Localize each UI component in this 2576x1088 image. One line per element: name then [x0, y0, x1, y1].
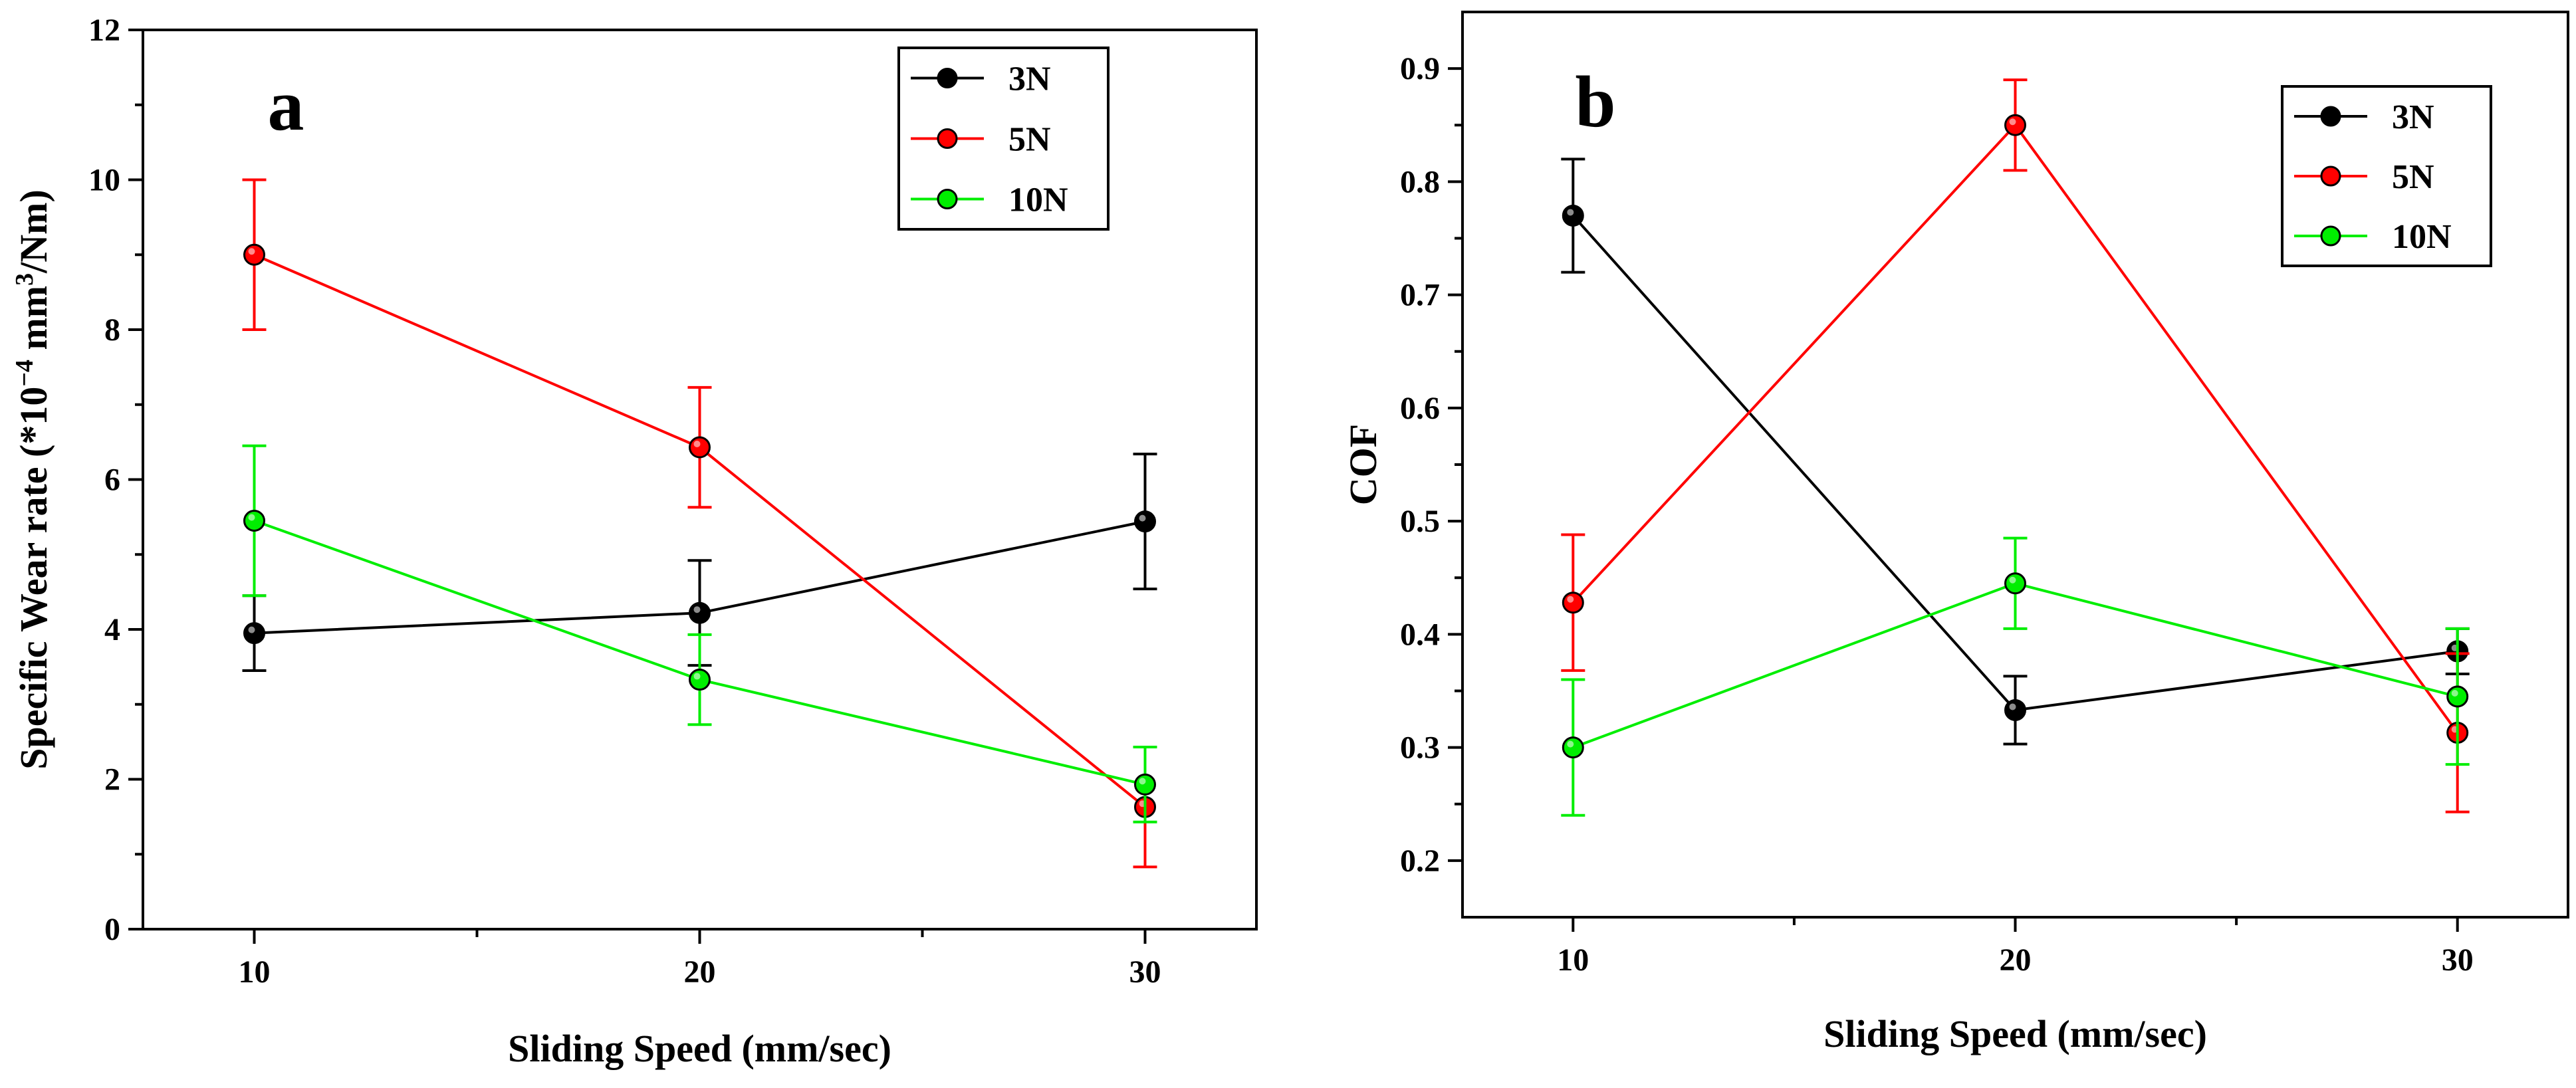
data-point-highlight	[693, 673, 701, 680]
data-point-highlight	[1567, 596, 1574, 603]
y-tick-label: 6	[104, 463, 120, 498]
legend-label: 5N	[2392, 158, 2434, 196]
data-point	[243, 510, 265, 532]
x-axis-label: Sliding Speed (mm/sec)	[1823, 1012, 2207, 1055]
y-tick-label: 0.7	[1400, 278, 1440, 313]
panel-letter: a	[268, 64, 304, 146]
x-tick-label: 10	[1557, 942, 1589, 978]
data-point	[1562, 592, 1584, 614]
series-3N	[242, 453, 1157, 673]
legend-marker	[2320, 225, 2341, 247]
data-point-highlight	[693, 441, 701, 448]
data-point	[1562, 204, 1584, 227]
data-point-highlight	[248, 514, 255, 521]
data-point-highlight	[2009, 703, 2016, 710]
y-axis-label: Specific Wear rate (*10−4 mm3/Nm)	[11, 189, 55, 770]
data-point	[243, 622, 265, 645]
data-point	[689, 436, 711, 459]
data-point-highlight	[2009, 118, 2016, 126]
x-tick-label: 20	[684, 954, 716, 990]
data-point	[243, 243, 265, 266]
panel-b: 10 20 30 0.2 0.3 0.4 0.5 0.6 0.7 0.8 0.9 Sliding Sp…	[1342, 11, 2569, 1055]
y-tick-label: 0.8	[1400, 164, 1440, 199]
legend-label: 3N	[1008, 60, 1051, 98]
y-axis-label-exp1: −4	[11, 360, 39, 387]
y-tick-label: 0.5	[1400, 504, 1440, 539]
data-point	[2004, 572, 2026, 595]
series-line	[1572, 215, 2458, 712]
x-tick-label: 10	[239, 954, 271, 990]
data-point	[689, 669, 711, 691]
data-point-highlight	[1139, 778, 1146, 785]
series-10N	[1561, 536, 2470, 817]
legend-label: 5N	[1008, 121, 1051, 159]
legend-marker	[937, 68, 958, 88]
y-axis-label-pre: Specific Wear rate (*10	[12, 387, 55, 770]
x-tick-label: 30	[2442, 942, 2474, 978]
y-tick-label: 0.6	[1400, 391, 1440, 426]
data-point-highlight	[1567, 209, 1574, 216]
data-point-highlight	[1567, 740, 1574, 748]
legend: 3N 5N 10N	[2281, 85, 2492, 267]
legend-label: 10N	[2392, 218, 2452, 256]
y-tick-label: 8	[104, 312, 120, 348]
legend-marker	[2320, 106, 2341, 127]
data-point-highlight	[1139, 514, 1146, 522]
y-tick-label: 0.2	[1400, 843, 1440, 879]
y-axis-label-mid: mm	[12, 286, 55, 360]
y-axis-label-post: /Nm)	[12, 189, 55, 274]
y-tick-label: 0.9	[1400, 51, 1440, 86]
data-point	[2004, 114, 2026, 136]
y-tick-label: 0	[104, 912, 120, 947]
data-point	[689, 601, 711, 624]
y-axis-label: COF	[1342, 424, 1385, 505]
y-tick-label: 0.3	[1400, 730, 1440, 766]
legend-marker	[2320, 165, 2341, 187]
x-tick-label: 30	[1129, 954, 1161, 990]
y-axis-label-exp2: 3	[11, 273, 39, 286]
legend-label: 3N	[2392, 98, 2434, 136]
x-tick-label: 20	[2000, 942, 2032, 978]
legend-label: 10N	[1008, 181, 1068, 219]
y-tick-label: 0.4	[1400, 617, 1440, 652]
legend-marker	[937, 189, 958, 209]
data-point	[1134, 510, 1156, 533]
legend-marker	[937, 128, 958, 149]
data-point-highlight	[248, 626, 255, 633]
data-point-highlight	[2451, 690, 2458, 697]
panel-a: 10 20 30 0 2 4 6 8 10 12 Sliding Speed (mm/sec) Spe…	[11, 13, 1258, 1070]
y-tick-label: 2	[104, 762, 120, 798]
series-5N	[242, 178, 1157, 869]
data-point	[1562, 736, 1584, 759]
series-10N	[242, 444, 1157, 823]
legend: 3N 5N 10N	[897, 47, 1110, 231]
data-point-highlight	[693, 606, 701, 613]
data-point	[2446, 685, 2469, 708]
data-point	[2004, 699, 2026, 721]
y-tick-label: 10	[88, 163, 120, 198]
x-axis-label: Sliding Speed (mm/sec)	[508, 1027, 891, 1070]
data-point-highlight	[248, 248, 255, 255]
y-tick-label: 4	[104, 612, 120, 647]
panel-letter: b	[1575, 61, 1615, 142]
y-tick-label: 12	[88, 13, 120, 48]
data-point-highlight	[2009, 576, 2016, 584]
data-point	[1134, 773, 1156, 796]
